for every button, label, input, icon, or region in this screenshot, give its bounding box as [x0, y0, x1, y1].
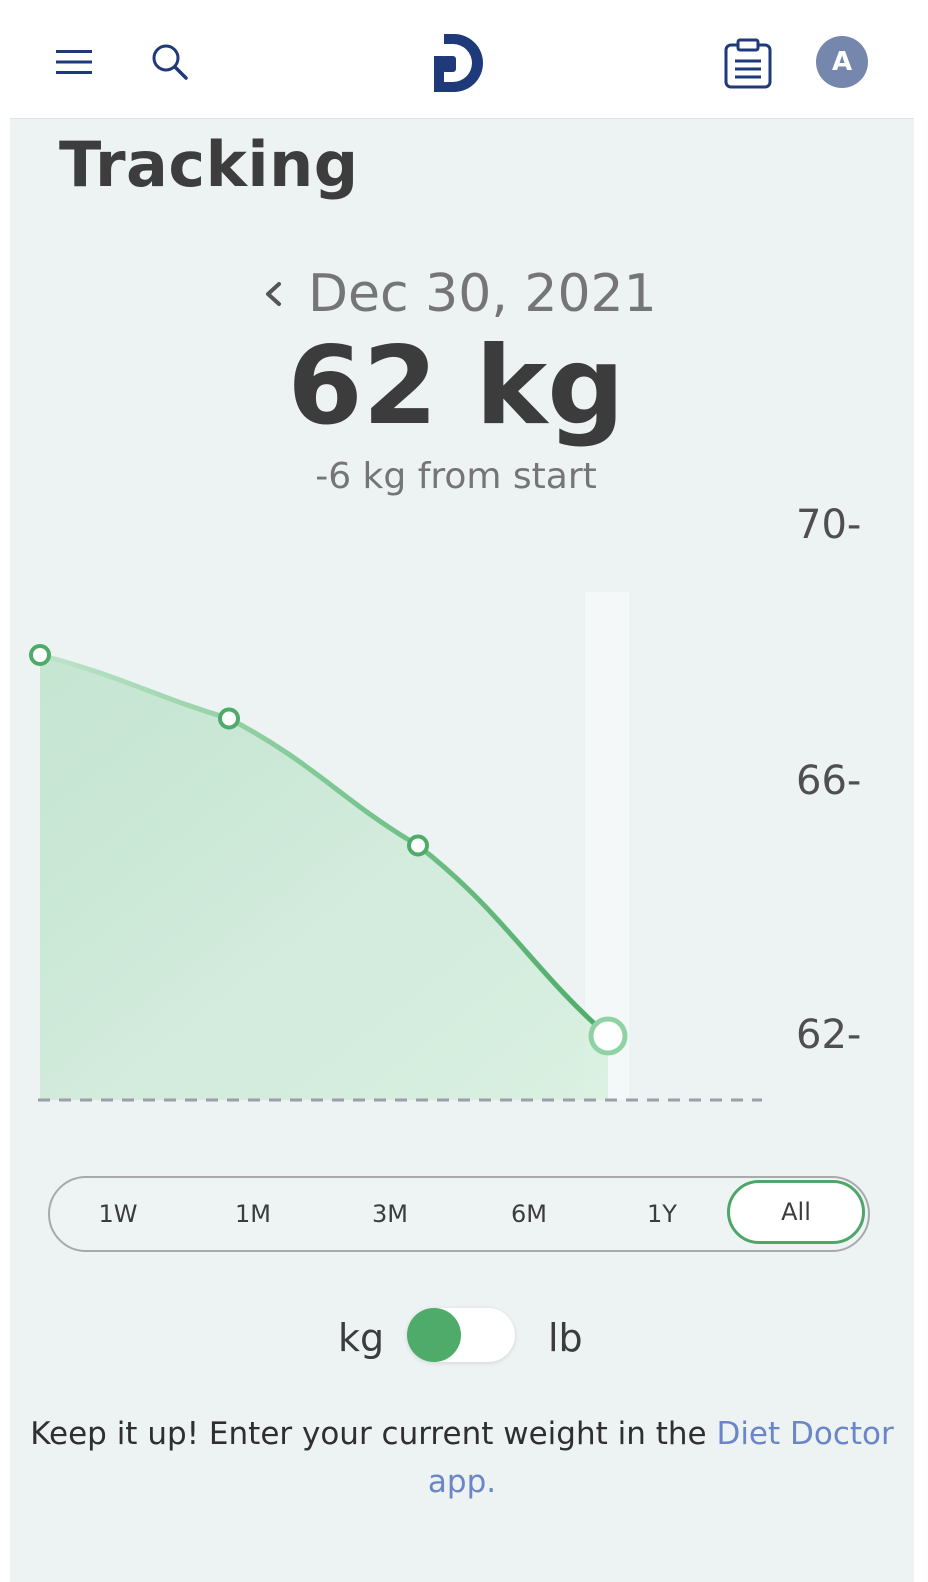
selected-column-highlight: [585, 592, 629, 1100]
y-tick-label: 62-: [796, 1012, 862, 1058]
chevron-left-icon[interactable]: [260, 274, 294, 314]
tracking-screen: A Tracking Dec 30, 2021 62 kg -6 kg from…: [10, 6, 914, 1582]
data-point[interactable]: [218, 707, 240, 730]
unit-kg-label[interactable]: kg: [338, 1316, 385, 1360]
diet-doctor-logo-icon[interactable]: [424, 24, 494, 102]
selected-date: Dec 30, 2021: [308, 264, 657, 324]
chart-line: [37, 652, 611, 1039]
y-tick-label: 66-: [796, 758, 862, 804]
period-option-1w[interactable]: 1W: [98, 1200, 138, 1228]
unit-toggle-knob[interactable]: [407, 1308, 461, 1362]
y-tick-label: 70-: [796, 502, 862, 548]
period-option-1m[interactable]: 1M: [235, 1200, 271, 1228]
unit-lb-label[interactable]: lb: [548, 1316, 583, 1360]
clipboard-icon[interactable]: [718, 36, 778, 92]
current-weight: 62 kg: [287, 324, 625, 449]
weight-chart: [29, 592, 762, 1102]
hamburger-menu-icon[interactable]: [50, 38, 98, 86]
avatar[interactable]: A: [816, 36, 868, 88]
period-option-all[interactable]: All: [727, 1180, 865, 1244]
data-point[interactable]: [29, 644, 51, 666]
weight-change: -6 kg from start: [315, 456, 597, 497]
period-option-1y[interactable]: 1Y: [647, 1200, 677, 1228]
chart-area: [40, 655, 608, 1100]
footer-message: Keep it up! Enter your current weight in…: [30, 1410, 894, 1506]
unit-toggle[interactable]: [407, 1308, 515, 1362]
footer-text: Keep it up! Enter your current weight in…: [30, 1416, 717, 1452]
page-title: Tracking: [59, 128, 359, 201]
diet-doctor-app-link[interactable]: Diet Doctor app.: [427, 1416, 894, 1500]
date-navigator[interactable]: Dec 30, 2021: [260, 264, 657, 324]
period-option-6m[interactable]: 6M: [511, 1200, 547, 1228]
search-icon[interactable]: [146, 38, 194, 86]
data-point[interactable]: [407, 834, 429, 857]
period-selector: 1W 1M 3M 6M 1Y All: [48, 1176, 870, 1252]
top-bar: A: [10, 6, 914, 119]
selected-data-point[interactable]: [588, 1016, 628, 1056]
period-option-3m[interactable]: 3M: [372, 1200, 408, 1228]
